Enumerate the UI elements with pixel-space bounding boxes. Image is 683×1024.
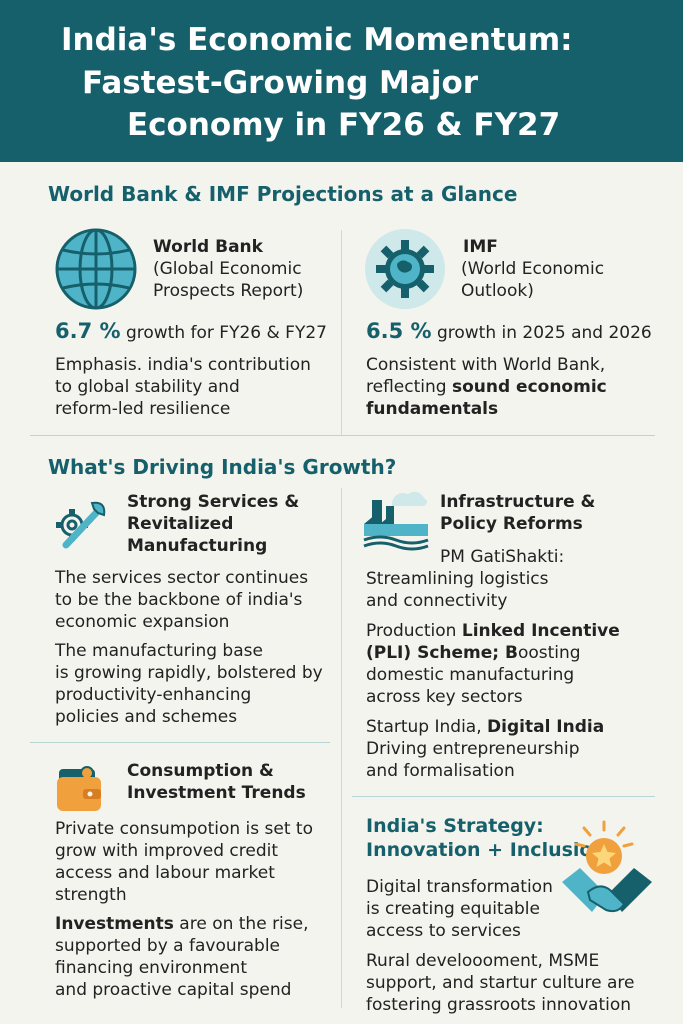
title-line-3: Economy in FY26 & FY27	[127, 107, 561, 143]
consumption-p2-2: supported by a favourable	[55, 936, 281, 956]
imf-rate: 6.5 %	[366, 319, 432, 343]
divider-left-lower	[30, 742, 330, 743]
consumption-p2-1-plain: are on the rise,	[173, 914, 309, 934]
infra-p2-2-plain: oosting	[517, 643, 581, 663]
wallet-icon	[57, 766, 101, 811]
infra-p3-1-bold: Digital India	[487, 717, 605, 737]
services-heading-3: Manufacturing	[127, 536, 268, 556]
infra-p1-1: PM GatiShakti:	[440, 547, 565, 567]
world-bank-rate-line: 6.7 % growth for FY26 & FY27	[55, 320, 327, 344]
gear-globe-icon	[365, 229, 445, 309]
consumption-p2-1: Investments are on the rise,	[55, 913, 309, 935]
services-p2-3: productivity-enhancing	[55, 685, 252, 705]
factory-icon	[363, 491, 429, 551]
infra-p2-1-plain: Production	[366, 621, 462, 641]
handshake-star-icon	[562, 820, 652, 913]
strategy-p2-3: fostering grassroots innovation	[366, 995, 632, 1015]
drivers-title: What's Driving India's Growth?	[48, 455, 397, 479]
globe-icon	[55, 228, 137, 310]
world-bank-note-2: to global stability and	[55, 377, 240, 397]
consumption-p1-1: Private consumpotion is set to	[55, 819, 313, 839]
infra-p2-3: domestic manufacturing	[366, 665, 575, 685]
consumption-heading-1: Consumption &	[127, 761, 274, 781]
services-p2-4: policies and schemes	[55, 707, 238, 727]
infra-p2-4: across key sectors	[366, 687, 523, 707]
services-p1-2: to be the backbone of india's	[55, 590, 303, 610]
header-banner: India's Economic Momentum: Fastest-Growi…	[0, 0, 683, 162]
infra-p2-2: (PLI) Scheme; Boosting	[366, 642, 581, 664]
consumption-p1-4: strength	[55, 885, 127, 905]
title-line-1: India's Economic Momentum:	[61, 22, 573, 58]
divider-vertical-bottom	[341, 488, 342, 1008]
imf-source-1: (World Economic	[461, 259, 605, 279]
gear-wrench-icon	[56, 501, 106, 549]
consumption-p2-3: financing environment	[55, 958, 247, 978]
consumption-p2-4: and proactive capital spend	[55, 980, 292, 1000]
infra-p2-2-bold: (PLI) Scheme; B	[366, 643, 518, 663]
divider-horizontal	[30, 435, 655, 436]
infra-p2-1-bold: Linked Incentive	[461, 621, 620, 641]
infra-p2-1: Production Linked Incentive	[366, 620, 620, 642]
imf-rate-line: 6.5 % growth in 2025 and 2026	[366, 320, 652, 344]
services-heading-2: Revitalized	[127, 514, 234, 534]
imf-note-1: Consistent with World Bank,	[366, 355, 606, 375]
consumption-heading-2: Investment Trends	[127, 783, 306, 803]
infra-heading-2: Policy Reforms	[440, 514, 583, 534]
projections-title: World Bank & IMF Projections at a Glance	[48, 182, 518, 206]
services-p1-3: economic expansion	[55, 612, 230, 632]
imf-source-2: Outlook)	[461, 281, 534, 301]
services-p2-2: is growing rapidly, bolstered by	[55, 663, 323, 683]
strategy-heading-1: India's Strategy:	[366, 815, 544, 837]
imf-rate-text: growth in 2025 and 2026	[436, 323, 652, 343]
imf-name: IMF	[463, 237, 498, 257]
strategy-p2-2: support, and startur culture are	[366, 973, 635, 993]
consumption-p2-1-bold: Investments	[55, 914, 174, 934]
strategy-p1-2: is creating equitable	[366, 899, 540, 919]
infra-p1-3: and connectivity	[366, 591, 508, 611]
infra-heading-1: Infrastructure &	[440, 492, 596, 512]
world-bank-rate: 6.7 %	[55, 319, 121, 343]
title-line-2: Fastest-Growing Major	[82, 65, 479, 101]
infra-p1-2: Streamlining logistics	[366, 569, 549, 589]
services-p1-1: The services sector continues	[55, 568, 309, 588]
world-bank-rate-text: growth for FY26 & FY27	[125, 323, 327, 343]
services-p2-1: The manufacturing base	[55, 641, 263, 661]
divider-right-lower	[352, 796, 655, 797]
infra-p3-3: and formalisation	[366, 761, 515, 781]
infra-p3-1-plain: Startup India,	[366, 717, 488, 737]
infra-p3-1: Startup India, Digital India	[366, 716, 604, 738]
strategy-p1-3: access to services	[366, 921, 521, 941]
consumption-p1-3: access and labour market	[55, 863, 275, 883]
imf-note-2-plain: reflecting	[366, 377, 452, 397]
world-bank-note-1: Emphasis. india's contribution	[55, 355, 311, 375]
strategy-p2-1: Rural develoooment, MSME	[366, 951, 600, 971]
imf-note-2-bold: sound economic	[451, 377, 607, 397]
world-bank-name: World Bank	[153, 237, 263, 257]
services-heading-1: Strong Services &	[127, 492, 300, 512]
world-bank-note-3: reform-led resilience	[55, 399, 231, 419]
world-bank-source-2: Prospects Report)	[153, 281, 304, 301]
strategy-p1-1: Digital transformation	[366, 877, 553, 897]
infra-p3-2: Driving entrepreneurship	[366, 739, 580, 759]
strategy-heading-2: Innovation + Inclusion	[366, 839, 607, 861]
consumption-p1-2: grow with improved credit	[55, 841, 278, 861]
divider-vertical-top	[341, 230, 342, 435]
imf-note-3: fundamentals	[366, 399, 499, 419]
world-bank-source-1: (Global Economic	[153, 259, 302, 279]
imf-note-2: reflecting sound economic	[366, 376, 607, 398]
